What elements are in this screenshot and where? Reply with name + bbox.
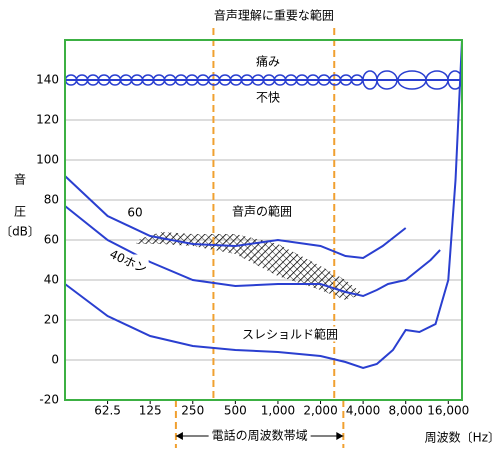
x-tick-label: 1,000: [261, 404, 295, 418]
y-tick-label: 60: [44, 233, 59, 247]
label-bg: [254, 90, 282, 105]
x-tick-label: 500: [224, 404, 247, 418]
y-axis-label: 〔dB〕: [0, 225, 40, 239]
y-tick-label: 20: [44, 313, 59, 327]
arrow-head: [336, 432, 344, 440]
annotation: 痛み: [256, 54, 280, 69]
x-tick-label: 62.5: [94, 404, 121, 418]
y-tick-label: 100: [36, 153, 59, 167]
line: [64, 39, 463, 370]
y-tick-label: 40: [44, 273, 59, 287]
x-axis-label: 周波数〔Hz〕: [425, 430, 500, 445]
annotation: 60: [127, 206, 142, 220]
y-tick-label: 80: [44, 193, 59, 207]
x-tick-label: 2,000: [303, 404, 337, 418]
x-tick-label: 16,000: [427, 404, 469, 418]
y-tick-label: 140: [36, 73, 59, 87]
x-tick-label: 4,000: [346, 404, 380, 418]
label-bg: [107, 254, 149, 269]
y-tick-label: 120: [36, 113, 59, 127]
x-tick-label: 125: [139, 404, 162, 418]
annotation: 音声の範囲: [232, 204, 292, 219]
oval: [376, 70, 398, 90]
y-tick-label: 0: [51, 353, 59, 367]
y-axis-label: 音: [14, 172, 26, 187]
band-label: 電話の周波数帯域: [212, 428, 308, 443]
y-axis-label: 圧: [14, 205, 26, 219]
x-tick-label: 250: [181, 404, 204, 418]
y-tick-label: -20: [39, 393, 59, 407]
x-tick-label: 8,000: [389, 404, 423, 418]
label-bg: [230, 203, 294, 219]
label-bg: [254, 53, 282, 69]
plot-border: [64, 39, 463, 401]
label-bg: [126, 205, 144, 220]
annotation: スレショルド範囲: [242, 327, 338, 342]
line: [64, 205, 441, 298]
band-label: 音声理解に重要な範囲: [214, 8, 334, 23]
arrow-head: [175, 432, 183, 440]
line: [64, 175, 407, 260]
label-bg: [208, 427, 311, 443]
label-bg: [240, 326, 340, 342]
speech-region: [136, 232, 364, 300]
annotation: 不快: [256, 91, 280, 105]
